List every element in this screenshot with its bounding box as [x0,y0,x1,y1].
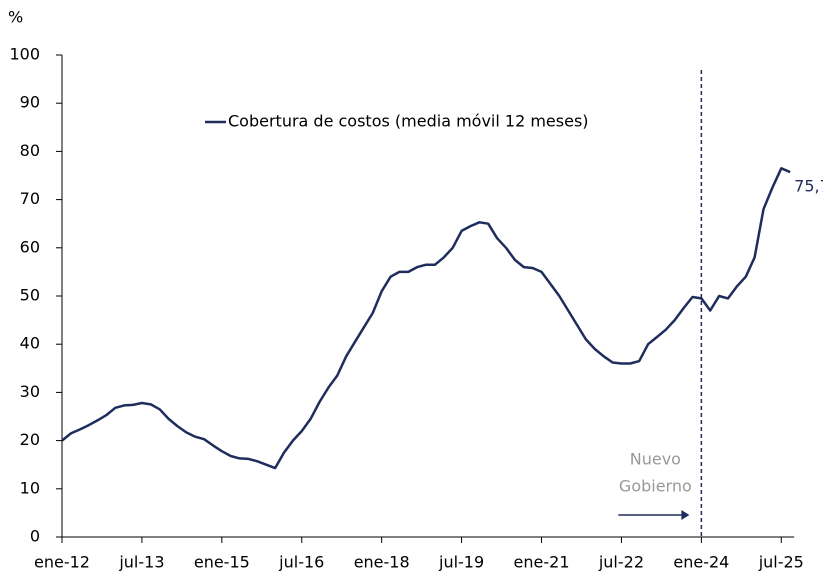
x-tick-label: ene-24 [673,553,729,572]
y-tick-label: 30 [20,382,40,401]
x-tick-label: jul-25 [758,553,804,572]
line-series [61,167,791,470]
y-tick-label: 100 [9,45,40,64]
end-label: 75,7 [794,177,823,196]
y-tick-label: 70 [20,189,40,208]
x-tick-label: ene-15 [194,553,250,572]
event-arrowhead [681,510,690,520]
y-tick-label: 40 [20,334,40,353]
event-label: Nuevo [630,450,681,469]
y-tick-label: 50 [20,286,40,305]
x-tick-label: jul-22 [598,553,644,572]
legend-label: Cobertura de costos (media móvil 12 mese… [228,112,589,131]
x-tick-label: ene-12 [34,553,90,572]
x-tick-label: jul-19 [438,553,484,572]
y-tick-label: 90 [20,93,40,112]
event-label: Gobierno [619,477,692,496]
y-tick-label: 60 [20,237,40,256]
y-tick-label: 10 [20,478,40,497]
x-tick-label: jul-13 [118,553,164,572]
y-tick-label: 20 [20,430,40,449]
y-tick-label: 80 [20,141,40,160]
y-tick-label: 0 [30,527,40,546]
x-tick-label: ene-21 [514,553,570,572]
y-unit: % [8,8,23,27]
x-tick-label: ene-18 [354,553,410,572]
x-tick-label: jul-16 [278,553,324,572]
